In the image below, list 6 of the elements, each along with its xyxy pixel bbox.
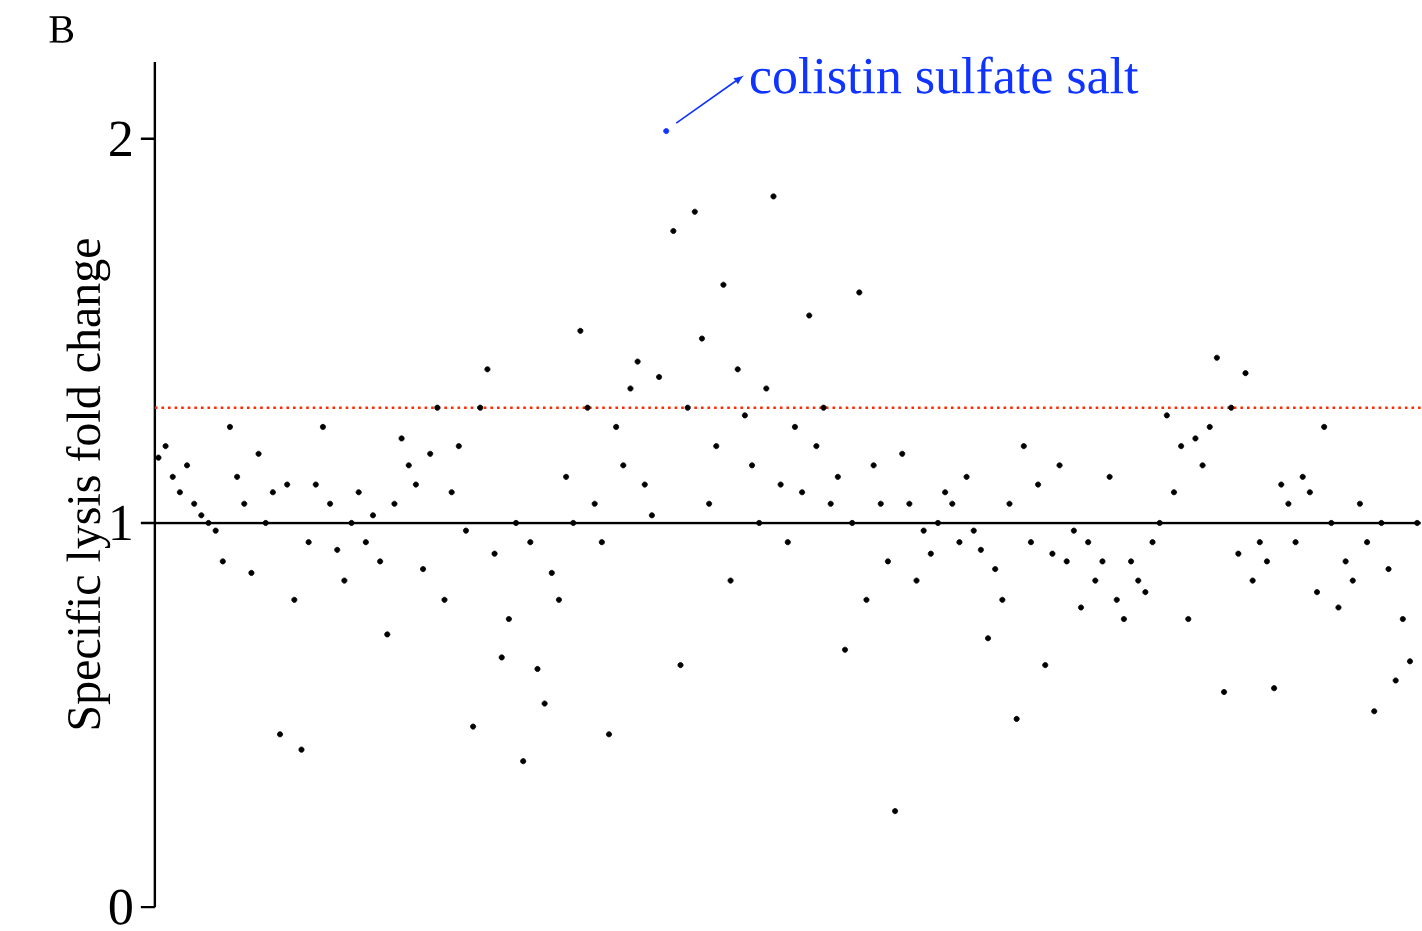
y-tick-label: 0 <box>109 889 132 925</box>
y-tick-label: 1 <box>112 505 131 540</box>
y-tick-label: 2 <box>110 121 131 156</box>
annotation: colistin sulfate salt <box>750 56 1139 94</box>
y-axis-title: Specific lysis fold change <box>66 238 111 729</box>
chart-title: B <box>49 16 74 43</box>
